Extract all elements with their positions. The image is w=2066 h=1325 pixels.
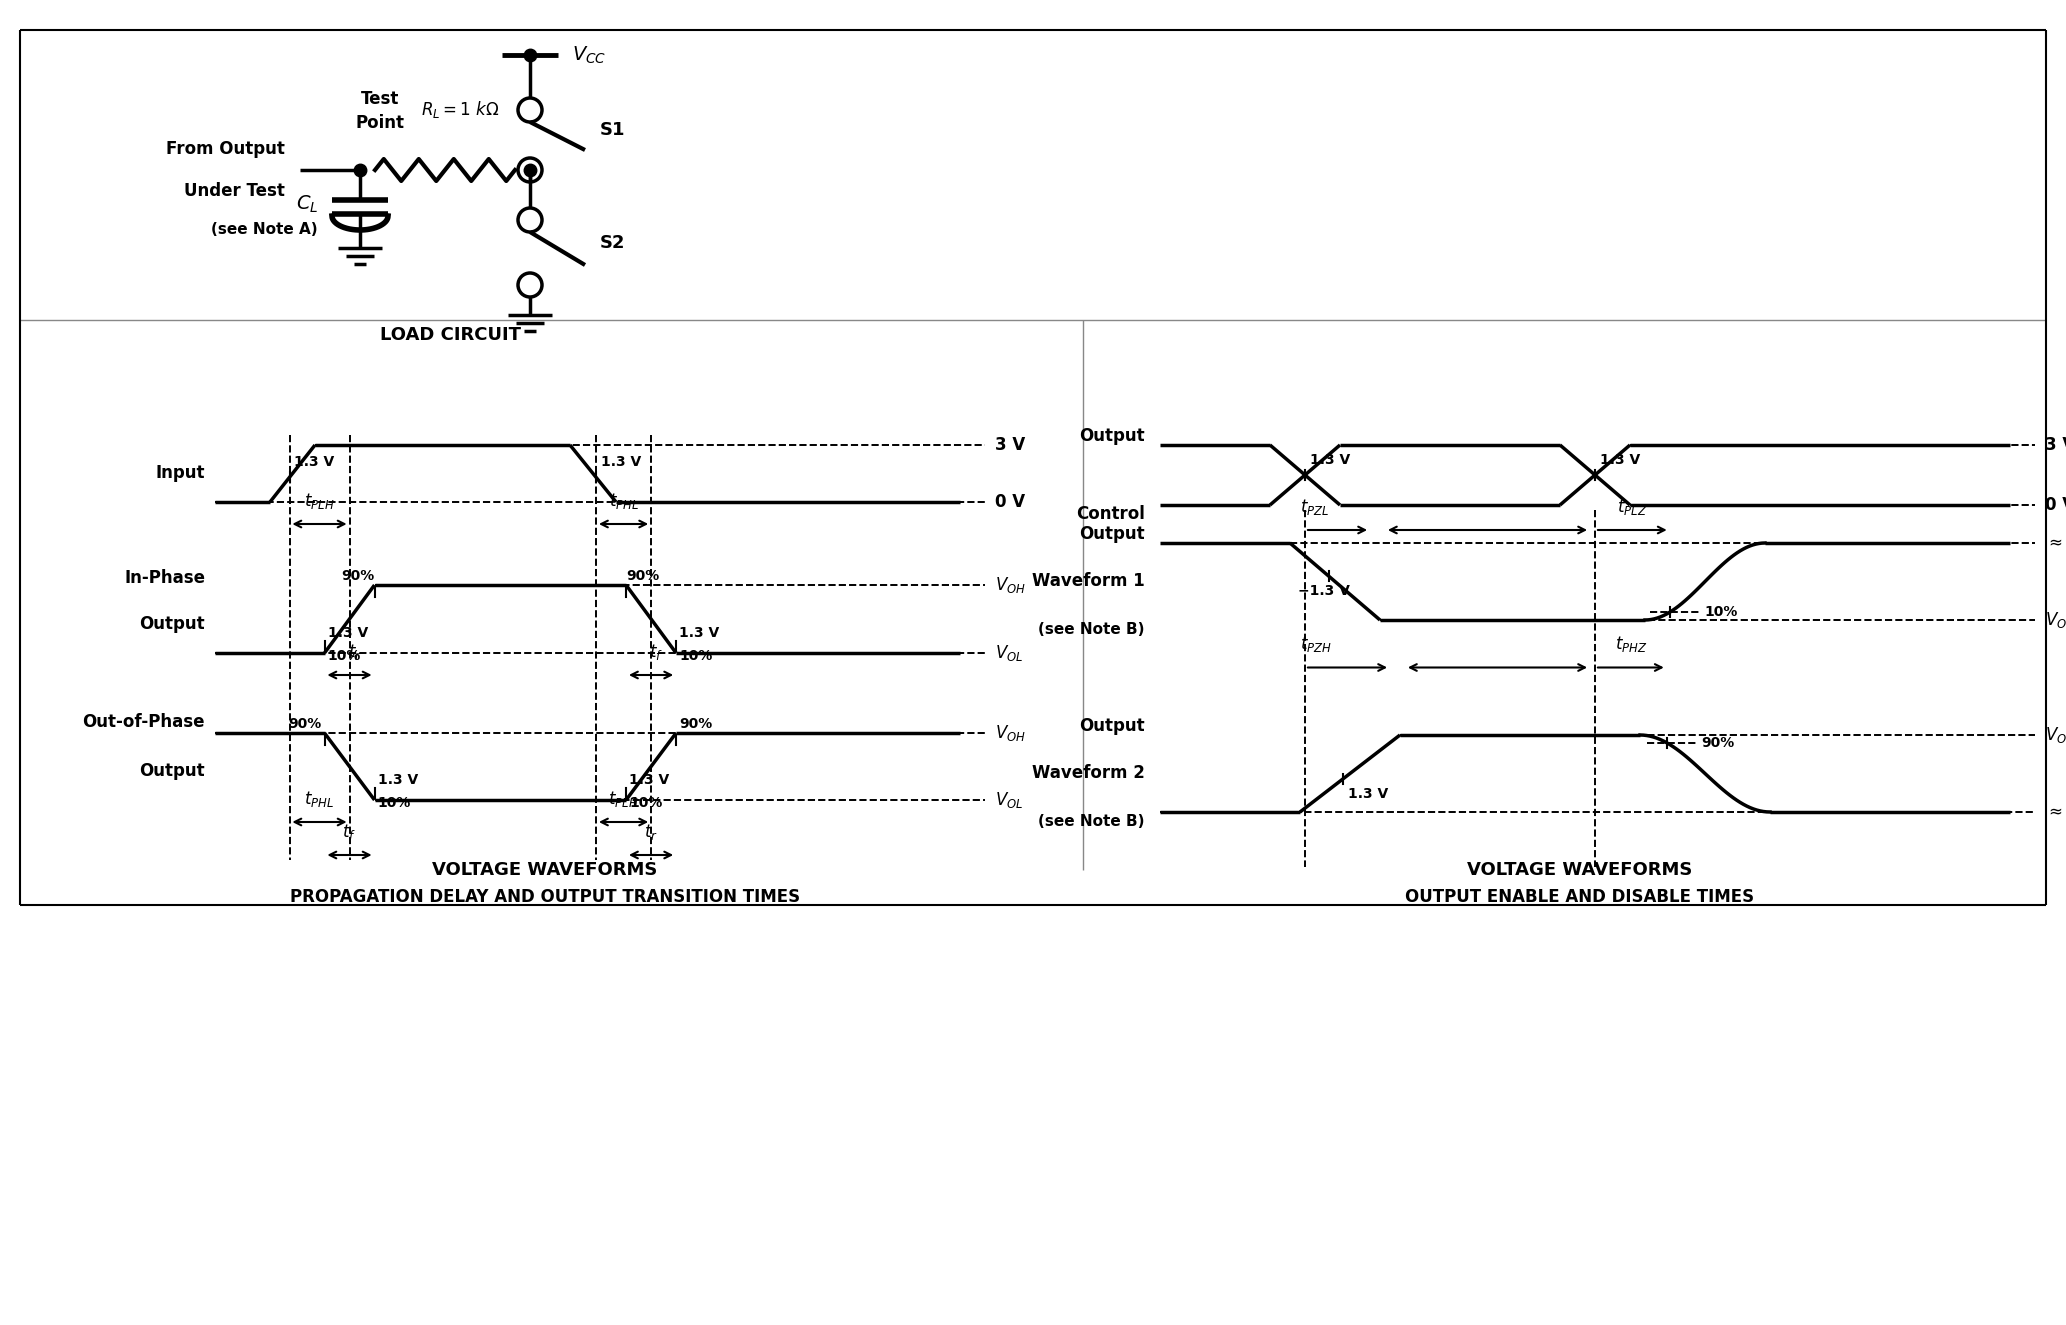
Text: 1.3 V: 1.3 V [680, 627, 719, 640]
Text: 90%: 90% [626, 568, 659, 583]
Text: In-Phase: In-Phase [124, 568, 205, 587]
Text: OUTPUT ENABLE AND DISABLE TIMES: OUTPUT ENABLE AND DISABLE TIMES [1405, 888, 1754, 906]
Text: $t_{PLZ}$: $t_{PLZ}$ [1618, 497, 1647, 517]
Text: $R_L = 1\ k\Omega$: $R_L = 1\ k\Omega$ [421, 99, 500, 121]
Text: 10%: 10% [378, 796, 411, 811]
Text: $t_f$: $t_f$ [343, 822, 357, 841]
Text: 90%: 90% [341, 568, 374, 583]
Text: 1.3 V: 1.3 V [1310, 453, 1351, 466]
Text: $V_{OH}$: $V_{OH}$ [996, 723, 1027, 743]
Text: 90%: 90% [680, 717, 713, 731]
Text: $V_{OL}$: $V_{OL}$ [2045, 610, 2066, 629]
Text: 0 V: 0 V [2045, 496, 2066, 514]
Text: Output: Output [138, 762, 205, 780]
Text: $t_r$: $t_r$ [347, 643, 362, 662]
Text: (see Note A): (see Note A) [211, 223, 318, 237]
Text: $t_f$: $t_f$ [649, 643, 663, 662]
Text: 10%: 10% [328, 649, 362, 664]
Text: $\approx$$0$ V: $\approx$$0$ V [2045, 803, 2066, 822]
Text: Waveform 1: Waveform 1 [1033, 572, 1145, 591]
Text: 90%: 90% [1702, 735, 1735, 750]
Text: 10%: 10% [628, 796, 663, 811]
Text: Out-of-Phase: Out-of-Phase [83, 713, 205, 731]
Text: $t_{PLH}$: $t_{PLH}$ [607, 788, 638, 810]
Text: 10%: 10% [680, 649, 713, 664]
Text: Test: Test [362, 90, 399, 109]
Text: $V_{OL}$: $V_{OL}$ [996, 643, 1023, 662]
Text: (see Note B): (see Note B) [1039, 621, 1145, 637]
Text: $t_{PLH}$: $t_{PLH}$ [304, 492, 335, 511]
Text: 1.3 V: 1.3 V [1349, 787, 1388, 800]
Text: 0 V: 0 V [996, 493, 1025, 511]
Text: Point: Point [355, 114, 405, 132]
Text: 1.3 V: 1.3 V [378, 774, 417, 787]
Text: $V_{OH}$: $V_{OH}$ [996, 575, 1027, 595]
Text: Output: Output [138, 615, 205, 633]
Text: $t_{PHL}$: $t_{PHL}$ [304, 788, 335, 810]
Text: Output: Output [1078, 525, 1145, 543]
Text: PROPAGATION DELAY AND OUTPUT TRANSITION TIMES: PROPAGATION DELAY AND OUTPUT TRANSITION … [289, 888, 800, 906]
Text: $t_{PHZ}$: $t_{PHZ}$ [1616, 635, 1647, 655]
Text: 10%: 10% [1704, 606, 1738, 619]
Text: Under Test: Under Test [184, 182, 285, 200]
Text: 1.3 V: 1.3 V [295, 456, 335, 469]
Text: 1.3 V: 1.3 V [1599, 453, 1640, 466]
Text: 3 V: 3 V [2045, 436, 2066, 454]
Text: S1: S1 [599, 121, 626, 139]
Text: $V_{OH}$: $V_{OH}$ [2045, 725, 2066, 745]
Text: Waveform 2: Waveform 2 [1033, 765, 1145, 783]
Text: LOAD CIRCUIT: LOAD CIRCUIT [380, 326, 521, 344]
Text: Output: Output [1078, 717, 1145, 735]
Text: Output: Output [1078, 427, 1145, 445]
Text: $t_{PZL}$: $t_{PZL}$ [1300, 497, 1328, 517]
Text: $V_{OL}$: $V_{OL}$ [996, 790, 1023, 810]
Text: 1.3 V: 1.3 V [328, 627, 368, 640]
Text: −1.3 V: −1.3 V [1297, 584, 1349, 599]
Text: $\approx$$V_{CC}$: $\approx$$V_{CC}$ [2045, 533, 2066, 553]
Text: $t_{PZH}$: $t_{PZH}$ [1300, 635, 1333, 655]
Text: $t_r$: $t_r$ [645, 822, 657, 841]
Text: Control: Control [1076, 505, 1145, 523]
Text: $C_L$: $C_L$ [295, 193, 318, 215]
Text: 1.3 V: 1.3 V [601, 456, 640, 469]
Text: $V_{CC}$: $V_{CC}$ [572, 44, 605, 66]
Text: 3 V: 3 V [996, 436, 1025, 454]
Text: VOLTAGE WAVEFORMS: VOLTAGE WAVEFORMS [432, 861, 657, 878]
Text: VOLTAGE WAVEFORMS: VOLTAGE WAVEFORMS [1467, 861, 1692, 878]
Text: Input: Input [155, 465, 205, 482]
Text: (see Note B): (see Note B) [1039, 814, 1145, 829]
Text: 90%: 90% [289, 717, 322, 731]
Text: $t_{PHL}$: $t_{PHL}$ [609, 492, 638, 511]
Text: S2: S2 [599, 233, 626, 252]
Text: From Output: From Output [165, 140, 285, 158]
Text: 1.3 V: 1.3 V [628, 774, 669, 787]
